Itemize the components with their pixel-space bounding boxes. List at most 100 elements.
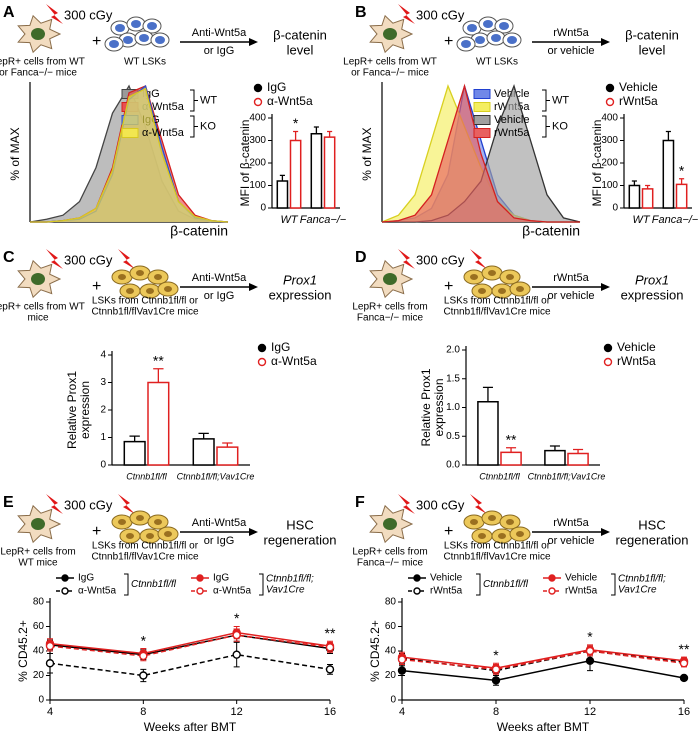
x-tick-label: 4 (47, 706, 53, 718)
y-tick-label: 1 (100, 432, 106, 443)
plus-sign: + (444, 278, 453, 295)
decoration (478, 288, 486, 294)
lsk-caption: WT LSKs (124, 57, 166, 68)
decoration (507, 36, 517, 44)
y-axis-title: expression (78, 381, 92, 439)
decoration (475, 36, 485, 44)
dose: 300 cGy (416, 7, 465, 22)
x-tick-label: 16 (678, 706, 690, 718)
plus-sign: + (92, 33, 101, 50)
treatment: rWnt5a (553, 272, 589, 284)
decoration (383, 28, 397, 40)
y-axis-title: % CD45.2+ (368, 620, 382, 682)
plus-sign: + (444, 523, 453, 540)
error-bar (222, 442, 233, 448)
decoration (118, 249, 135, 269)
legend-marker (548, 587, 556, 595)
legend-label: IgG (78, 573, 94, 584)
decoration (516, 531, 524, 537)
legend-label: Vehicle (617, 340, 656, 354)
x-axis-title: Weeks after BMT (144, 720, 237, 734)
legend-label: α-Wnt5a (213, 586, 251, 597)
decoration (126, 533, 134, 539)
marker (679, 659, 689, 668)
niche-caption: LepR+ cells from WT (0, 302, 85, 313)
decoration (46, 494, 63, 514)
error-bar (313, 126, 319, 134)
x-tick-label: Ctnnb1fl/fl (479, 471, 521, 481)
x-tick-label: WT (632, 214, 650, 226)
error-bar (679, 178, 685, 185)
decoration (154, 274, 162, 280)
legend-label: rWnt5a (619, 94, 658, 108)
readout: expression (269, 287, 332, 302)
decoration (164, 531, 172, 537)
readout: regeneration (616, 532, 689, 547)
x-tick-label: Ctnnb1fl/fl;Vav1Cre (177, 471, 255, 481)
error-bar (129, 435, 140, 442)
treatment: rWnt5a (553, 27, 589, 39)
legend-swatch (473, 102, 491, 112)
line (401, 650, 685, 671)
legend-marker (413, 574, 421, 582)
legend-label: rWnt5a (565, 586, 598, 597)
marker (232, 630, 241, 640)
legend-label: α-Wnt5a (78, 586, 116, 597)
bar (544, 449, 566, 466)
legend-marker (548, 574, 556, 582)
decoration (383, 273, 397, 285)
error-bar (645, 184, 651, 189)
lsk-caption: LSKs from Ctnnb1fl/fl or (444, 541, 551, 552)
y-tick-label: 0 (260, 203, 266, 214)
lsk-caption: Ctnnb1fl/flVav1Cre mice (91, 307, 199, 318)
decoration (118, 519, 126, 525)
significance: * (679, 162, 685, 178)
legend-marker (257, 357, 267, 367)
legend-label: Vehicle (494, 114, 529, 126)
legend-group: Ctnnb1fl/fl; (266, 574, 314, 585)
bar (628, 184, 641, 209)
dose: 300 cGy (416, 497, 465, 512)
decoration (46, 4, 63, 24)
decoration (31, 28, 45, 40)
readout: β-catenin (273, 27, 327, 42)
x-axis-title: β-catenin (522, 223, 580, 239)
legend-group: KO (552, 120, 568, 132)
y-axis-title: Relative Prox1 (419, 368, 433, 446)
legend-marker (196, 587, 204, 595)
treatment: rWnt5a (553, 517, 589, 529)
histogram-curve (381, 83, 580, 223)
panel-label: D (355, 249, 367, 266)
significance: * (293, 115, 299, 131)
niche-caption: Fanca−/− mice (357, 313, 424, 324)
legend-marker (603, 357, 613, 367)
bar (276, 180, 289, 209)
y-tick-label: 80 (33, 597, 45, 608)
legend-swatch (121, 128, 139, 138)
legend-marker (413, 587, 421, 595)
legend-group: Ctnnb1fl/fl (131, 579, 177, 590)
y-axis-title: Relative Prox1 (65, 371, 79, 449)
legend-swatch (473, 89, 491, 99)
legend-group: Ctnnb1fl/fl; (618, 574, 666, 585)
y-tick-label: 0 (100, 460, 106, 471)
readout: HSC (638, 517, 665, 532)
y-tick-label: 0 (390, 695, 396, 706)
marker (45, 641, 55, 651)
legend-swatch (473, 128, 491, 138)
y-tick-label: 100 (601, 180, 618, 191)
decoration (146, 533, 154, 539)
error-bar (482, 386, 493, 402)
decoration (498, 288, 506, 294)
line (49, 634, 331, 656)
lsk-caption: Ctnnb1fl/flVav1Cre mice (443, 307, 551, 318)
bar (641, 188, 654, 209)
decoration (467, 24, 477, 32)
x-tick-label: 12 (231, 706, 243, 718)
error-bar (327, 130, 333, 138)
treatment: Anti-Wnt5a (192, 27, 247, 39)
decoration (542, 89, 547, 112)
lsk-caption: LSKs from Ctnnb1fl/fl or (92, 296, 199, 307)
decoration (506, 519, 514, 525)
y-tick-label: 60 (385, 621, 397, 632)
